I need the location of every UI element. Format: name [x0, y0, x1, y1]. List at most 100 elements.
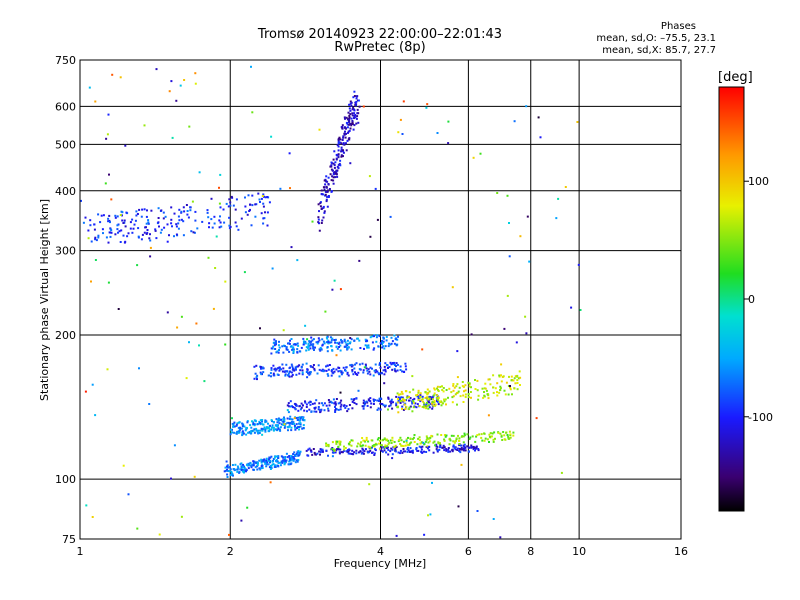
- data-point: [386, 446, 389, 449]
- data-point: [235, 423, 238, 426]
- data-point: [339, 401, 342, 404]
- data-point: [395, 446, 398, 448]
- data-point: [458, 447, 461, 450]
- data-point: [452, 444, 455, 447]
- data-point: [431, 400, 434, 403]
- data-point: [384, 444, 387, 447]
- data-point: [512, 431, 515, 434]
- data-point: [343, 132, 346, 135]
- noise-point: [457, 505, 460, 508]
- data-point: [328, 364, 331, 366]
- data-point: [350, 444, 353, 447]
- data-point: [419, 394, 422, 397]
- data-point: [228, 224, 231, 227]
- noise-point: [136, 264, 139, 267]
- data-point: [448, 387, 451, 390]
- data-point: [319, 349, 322, 352]
- data-point: [355, 449, 358, 452]
- data-point: [452, 434, 455, 437]
- data-point: [461, 448, 464, 451]
- data-point: [230, 470, 233, 473]
- data-point: [389, 361, 392, 364]
- data-point: [147, 222, 150, 225]
- noise-point: [136, 527, 139, 530]
- data-point: [276, 425, 279, 428]
- data-point: [436, 433, 439, 436]
- data-point: [388, 441, 391, 444]
- noise-point: [422, 441, 425, 444]
- data-point: [333, 339, 336, 341]
- data-point: [385, 451, 388, 454]
- data-point: [358, 368, 361, 371]
- data-point: [302, 340, 305, 343]
- data-point: [346, 139, 349, 142]
- data-point: [289, 405, 292, 408]
- data-point: [173, 235, 175, 238]
- data-point: [449, 439, 452, 442]
- data-point: [275, 351, 278, 354]
- data-point: [270, 428, 273, 431]
- data-point: [173, 212, 176, 215]
- data-point: [415, 447, 418, 449]
- data-point: [326, 180, 329, 183]
- data-point: [351, 439, 354, 442]
- data-point: [340, 146, 343, 149]
- colorbar-tick-label: 0: [748, 293, 755, 306]
- data-point: [462, 449, 465, 452]
- data-point: [270, 419, 273, 422]
- data-point: [361, 405, 364, 408]
- data-point: [272, 364, 275, 367]
- data-point: [453, 441, 456, 444]
- data-point: [271, 463, 274, 466]
- data-point: [288, 463, 291, 466]
- data-point: [294, 426, 296, 429]
- data-point: [271, 424, 274, 427]
- data-point: [326, 190, 329, 193]
- data-point: [355, 372, 357, 375]
- data-point: [403, 371, 406, 373]
- data-point: [237, 431, 240, 434]
- noise-point: [287, 411, 290, 414]
- x-tick-label: 1: [77, 545, 84, 558]
- data-point: [447, 448, 450, 451]
- noise-point: [376, 218, 379, 221]
- data-point: [121, 214, 123, 217]
- data-point: [320, 369, 323, 372]
- data-point: [368, 399, 370, 402]
- data-point: [516, 379, 519, 382]
- data-point: [267, 459, 270, 462]
- data-point: [293, 424, 296, 427]
- data-point: [277, 417, 280, 420]
- data-point: [402, 445, 405, 448]
- data-point: [498, 391, 501, 394]
- data-point: [333, 171, 336, 174]
- data-point: [445, 449, 448, 452]
- noise-point: [180, 315, 183, 318]
- data-point: [320, 408, 323, 411]
- data-point: [186, 213, 189, 216]
- data-point: [413, 397, 416, 400]
- data-point: [247, 194, 250, 197]
- data-point: [107, 241, 110, 244]
- data-point: [326, 189, 329, 192]
- data-point: [401, 392, 404, 395]
- data-point: [362, 369, 365, 372]
- data-point: [323, 342, 326, 345]
- data-point: [288, 350, 291, 353]
- data-point: [270, 375, 272, 378]
- noise-point: [198, 171, 201, 174]
- data-point: [317, 364, 320, 367]
- data-point: [271, 426, 273, 429]
- data-point: [359, 443, 362, 446]
- data-point: [245, 428, 248, 431]
- data-point: [486, 393, 489, 396]
- data-point: [342, 151, 345, 154]
- data-point: [344, 341, 347, 344]
- data-point: [237, 430, 240, 433]
- noise-point: [500, 363, 503, 366]
- data-point: [502, 375, 505, 378]
- data-point: [310, 410, 313, 413]
- data-point: [312, 345, 315, 348]
- data-point: [361, 362, 364, 365]
- data-point: [99, 221, 102, 224]
